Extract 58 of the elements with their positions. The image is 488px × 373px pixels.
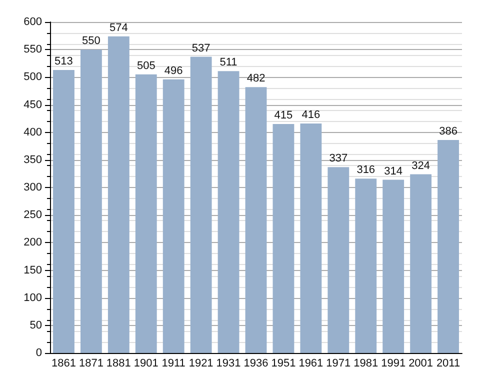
x-tick-label: 1881 [106,358,131,370]
y-tick-label: 400 [24,126,42,138]
data-label: 337 [329,152,348,165]
x-tick-label: 1951 [271,358,296,370]
bar [162,79,184,353]
bar [135,74,157,353]
x-tick-label: 1931 [216,358,241,370]
data-label: 314 [384,165,403,178]
x-tick-label: 2011 [436,358,460,370]
x-tick-label: 1981 [354,358,378,370]
y-tick-label: 100 [24,292,42,304]
y-tick-label: 150 [24,264,42,276]
x-tick-label: 1971 [326,358,351,370]
data-label: 537 [192,42,210,54]
y-tick-label: 0 [36,347,42,359]
y-tick-label: 600 [24,16,42,28]
bar [218,71,240,353]
bar [245,87,267,353]
x-tick-label: 1901 [134,358,158,370]
data-label: 324 [412,160,430,172]
bar [108,36,130,353]
x-tick-label: 2001 [408,358,434,370]
data-label: 386 [439,126,458,138]
bar [382,180,404,353]
data-label: 574 [109,22,128,34]
y-tick-label: 450 [24,98,42,111]
x-tick-label: 1861 [51,358,76,370]
y-tick-label: 200 [24,236,42,249]
x-tick-label: 1871 [78,358,104,370]
data-label: 511 [220,56,238,69]
y-tick-label: 300 [24,182,42,194]
data-label: 416 [302,109,320,122]
data-label: 316 [356,164,376,176]
x-tick-label: 1936 [244,358,268,370]
bar [190,56,212,353]
y-tick-label: 350 [24,154,42,166]
x-tick-label: 1961 [298,358,324,370]
data-label: 415 [274,110,293,122]
y-tick-label: 250 [24,209,42,222]
y-tick-label: 50 [30,319,42,332]
y-tick-label: 550 [24,44,42,56]
y-tick-label: 500 [24,71,42,84]
data-label: 505 [136,60,156,72]
data-label: 550 [82,35,100,48]
bar [53,70,74,353]
data-label: 496 [164,64,183,77]
bar [410,174,432,353]
bar [328,167,350,353]
bar [438,140,459,353]
x-tick-label: 1911 [162,358,186,370]
bar [300,124,322,353]
data-label: 482 [246,72,266,85]
x-tick-label: 1991 [381,358,406,370]
bar [80,50,102,353]
bar [272,124,294,353]
data-label: 513 [54,55,73,68]
x-tick-label: 1921 [188,358,214,370]
bar [355,178,377,353]
